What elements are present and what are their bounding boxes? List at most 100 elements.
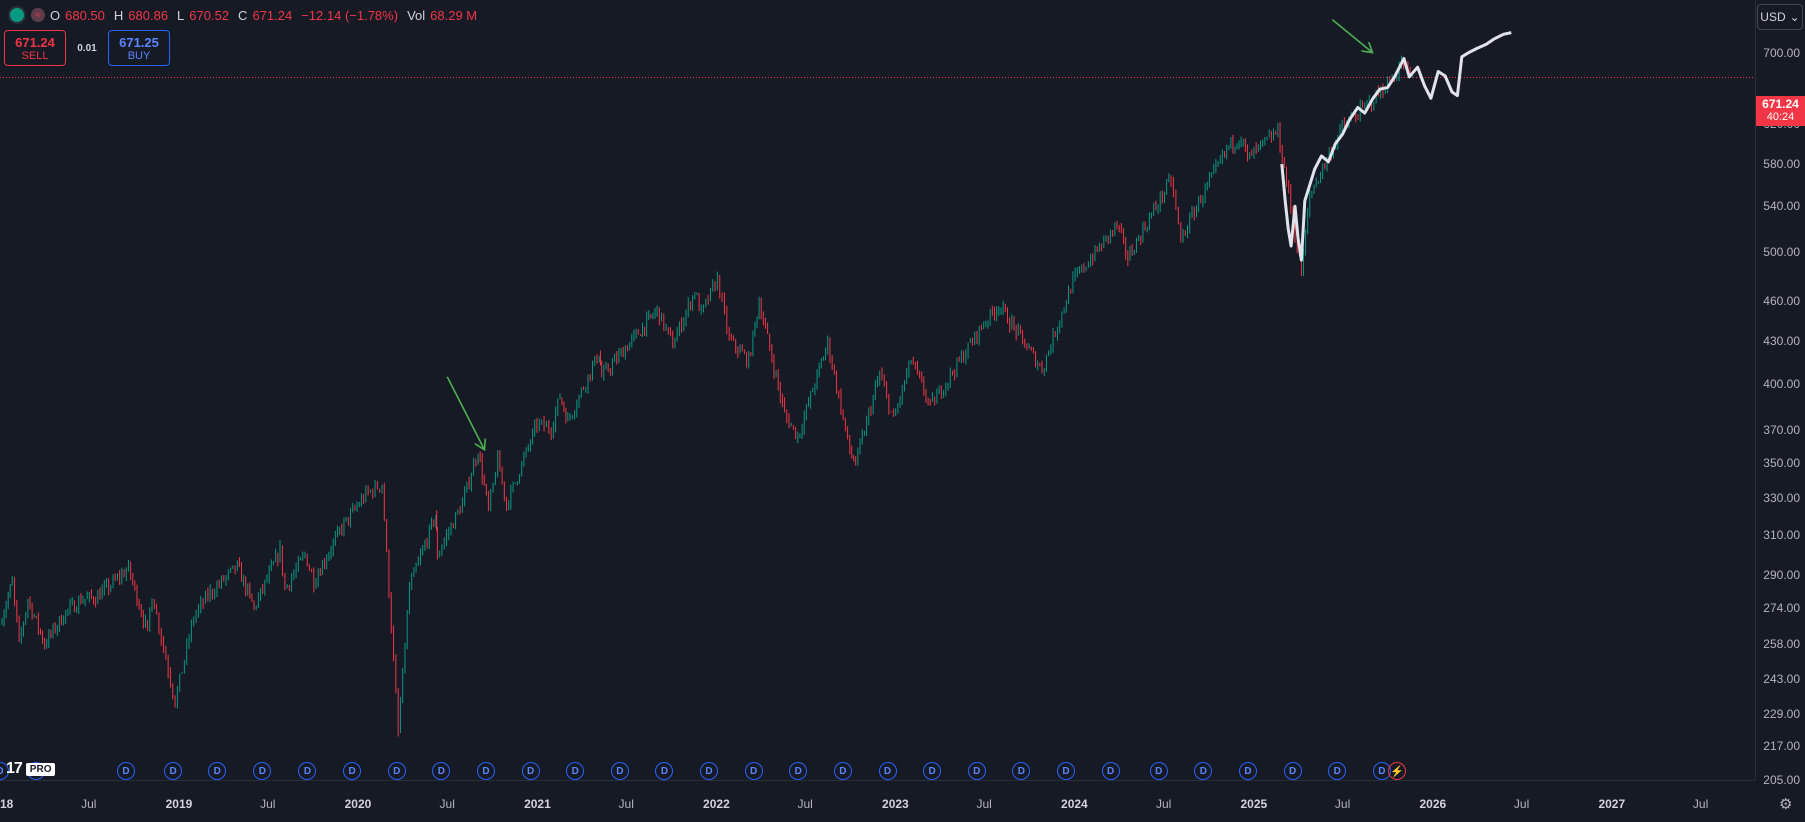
price-tick-label: 580.00 xyxy=(1763,156,1800,171)
dividend-marker[interactable]: D xyxy=(1101,762,1120,780)
price-axis[interactable]: 750.00700.00620.00580.00540.00500.00460.… xyxy=(1755,0,1805,787)
current-price-value: 671.24 xyxy=(1762,97,1799,111)
dividend-marker[interactable]: D xyxy=(117,762,136,780)
pro-badge: PRO xyxy=(25,762,56,776)
time-tick-label: 2019 xyxy=(165,797,193,811)
price-tick-label: 205.00 xyxy=(1763,773,1800,787)
time-tick-label: 2022 xyxy=(703,797,730,811)
chevron-down-icon: ⌄ xyxy=(1789,10,1800,24)
volume-value: 68.29 M xyxy=(430,7,478,23)
dividend-marker[interactable]: D xyxy=(700,762,719,780)
open-value: 680.50 xyxy=(65,7,105,23)
dividend-marker[interactable]: D xyxy=(164,762,183,780)
ohlc-legend: ≈ O 680.50 H 680.86 L 670.52 C 671.24 −12.14… xyxy=(8,6,481,24)
time-tick-label: 2021 xyxy=(524,797,551,811)
time-tick-label: 2027 xyxy=(1598,797,1626,811)
time-tick-label: 2026 xyxy=(1419,797,1447,811)
open-label: O xyxy=(50,7,61,23)
low-value: 670.52 xyxy=(189,7,230,23)
dividend-marker[interactable]: D xyxy=(1194,762,1213,780)
price-tick-label: 430.00 xyxy=(1763,334,1800,349)
dividend-marker[interactable]: D xyxy=(476,762,495,780)
time-tick-label: 2025 xyxy=(1240,797,1268,811)
dividend-marker[interactable]: D xyxy=(1012,762,1031,780)
sell-label: SELL xyxy=(21,49,49,62)
symbol-icon[interactable] xyxy=(8,6,26,24)
dividend-marker[interactable]: D xyxy=(253,762,272,780)
price-tick-label: 310.00 xyxy=(1763,528,1800,543)
dividend-marker[interactable]: D xyxy=(789,762,808,780)
dividend-marker[interactable]: D xyxy=(878,762,897,780)
dividend-marker[interactable]: D xyxy=(343,762,362,780)
dividend-marker[interactable]: D xyxy=(923,762,942,780)
high-value: 680.86 xyxy=(128,7,169,23)
time-tick-label: Jul xyxy=(618,797,634,811)
dividend-marker[interactable]: D xyxy=(967,762,986,780)
dividend-marker[interactable]: D xyxy=(566,762,585,780)
close-value: 671.24 xyxy=(252,7,293,23)
price-chart[interactable] xyxy=(0,0,1755,780)
dividend-marker[interactable]: D xyxy=(744,762,763,780)
tradingview-logo[interactable]: 17 PRO xyxy=(6,760,56,778)
current-price-label: 671.24 40:24 xyxy=(1756,96,1805,126)
compare-icon[interactable]: ≈ xyxy=(31,8,45,22)
time-tick-label: Jul xyxy=(797,797,813,811)
lightning-icon[interactable]: ⚡ xyxy=(1388,762,1407,780)
price-tick-label: 540.00 xyxy=(1763,199,1800,214)
time-tick-label: Jul xyxy=(1692,797,1709,811)
buy-price: 671.25 xyxy=(119,34,159,50)
dividend-marker[interactable]: D xyxy=(521,762,540,780)
price-tick-label: 258.00 xyxy=(1763,636,1800,651)
gear-icon[interactable]: ⚙ xyxy=(1779,796,1793,813)
price-tick-label: 243.00 xyxy=(1763,672,1800,687)
dividend-marker[interactable]: D xyxy=(610,762,629,780)
time-axis[interactable]: 2018 Jul 2019 Jul 2020 Jul 2021 Jul 2022 Jul 2023 J… xyxy=(0,780,1755,822)
annotation-arrow[interactable] xyxy=(446,376,484,450)
currency-selector[interactable]: USD ⌄ xyxy=(1757,4,1803,30)
time-tick-label: Jul xyxy=(260,797,276,811)
time-tick-label: 2024 xyxy=(1061,797,1088,811)
time-tick-label: Jul xyxy=(1155,797,1172,811)
annotation-arrow[interactable] xyxy=(1331,19,1372,53)
dividend-marker[interactable]: D xyxy=(1057,762,1076,780)
dividend-marker[interactable]: D xyxy=(1328,762,1347,780)
projection-path xyxy=(1280,31,1512,262)
time-tick-label: Jul xyxy=(81,797,97,811)
time-tick-label: 2020 xyxy=(344,797,372,811)
time-tick-label: Jul xyxy=(439,797,455,811)
time-tick-label: Jul xyxy=(1513,797,1530,811)
price-tick-label: 460.00 xyxy=(1763,294,1800,309)
sell-price: 671.24 xyxy=(15,34,55,50)
price-tick-label: 290.00 xyxy=(1763,567,1800,582)
price-tick-label: 229.00 xyxy=(1763,707,1800,722)
price-tick-label: 700.00 xyxy=(1763,45,1800,60)
dividend-marker[interactable]: D xyxy=(655,762,674,780)
dividend-marker[interactable]: D xyxy=(833,762,852,780)
low-label: L xyxy=(177,7,185,23)
time-tick-label: Jul xyxy=(1334,797,1351,811)
price-tick-label: 400.00 xyxy=(1763,377,1800,392)
high-label: H xyxy=(113,7,124,23)
dividend-marker[interactable]: D xyxy=(208,762,227,780)
change-value: −12.14 (−1.78%) xyxy=(301,7,399,23)
bar-countdown: 40:24 xyxy=(1766,111,1795,123)
buy-button[interactable]: 671.25 BUY xyxy=(108,30,170,66)
dividend-marker[interactable]: D xyxy=(387,762,406,780)
dividend-marker[interactable]: D xyxy=(298,762,317,780)
logo-mark: 17 xyxy=(6,760,23,777)
dividend-marker[interactable]: D xyxy=(1149,762,1168,780)
time-tick-label: Jul xyxy=(976,797,992,811)
price-tick-label: 330.00 xyxy=(1763,491,1800,505)
dividend-marker[interactable]: D xyxy=(1283,762,1302,780)
sell-button[interactable]: 671.24 SELL xyxy=(4,30,66,66)
trade-panel: 671.24 SELL 0.01 671.25 BUY xyxy=(4,30,170,66)
currency-label: USD xyxy=(1760,10,1786,24)
dividend-marker[interactable]: D xyxy=(432,762,451,780)
price-tick-label: 350.00 xyxy=(1763,456,1800,471)
time-tick-label: 2023 xyxy=(882,797,909,811)
dividend-marker[interactable]: D xyxy=(1238,762,1257,780)
spread-value: 0.01 xyxy=(77,42,97,54)
price-tick-label: 274.00 xyxy=(1763,601,1800,616)
price-tick-label: 500.00 xyxy=(1763,244,1800,259)
buy-label: BUY xyxy=(127,49,151,62)
